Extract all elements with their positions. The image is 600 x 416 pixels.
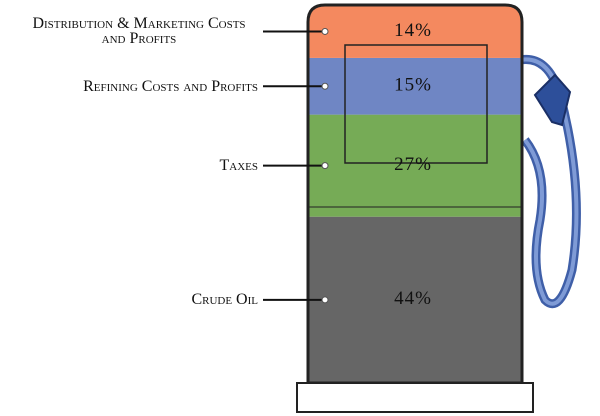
- label-box: Crude Oil: [191, 291, 258, 309]
- category-label: Distribution & Marketing Costs and Profi…: [32, 15, 246, 48]
- label-box: Refining Costs and Profits: [83, 77, 258, 95]
- segment: [308, 216, 522, 383]
- value-label: 15%: [394, 75, 432, 96]
- category-label: Taxes: [219, 157, 259, 175]
- value-label: 14%: [394, 20, 432, 41]
- leader-dot: [321, 162, 329, 170]
- pump-segments: [308, 5, 522, 383]
- leader-dot: [321, 27, 329, 35]
- label-box: Taxes: [219, 157, 259, 175]
- category-label: Crude Oil: [191, 291, 258, 309]
- label-box: Distribution & Marketing Costs and Profi…: [32, 15, 246, 48]
- pump-outline: [306, 3, 524, 385]
- category-label: Refining Costs and Profits: [83, 77, 258, 95]
- leader-dot: [321, 296, 329, 304]
- pump-window: [344, 44, 488, 164]
- leader-dot: [321, 82, 329, 90]
- pump-base: [296, 382, 534, 413]
- nozzle: [533, 73, 572, 127]
- value-label: 44%: [394, 288, 432, 309]
- value-label: 27%: [394, 154, 432, 175]
